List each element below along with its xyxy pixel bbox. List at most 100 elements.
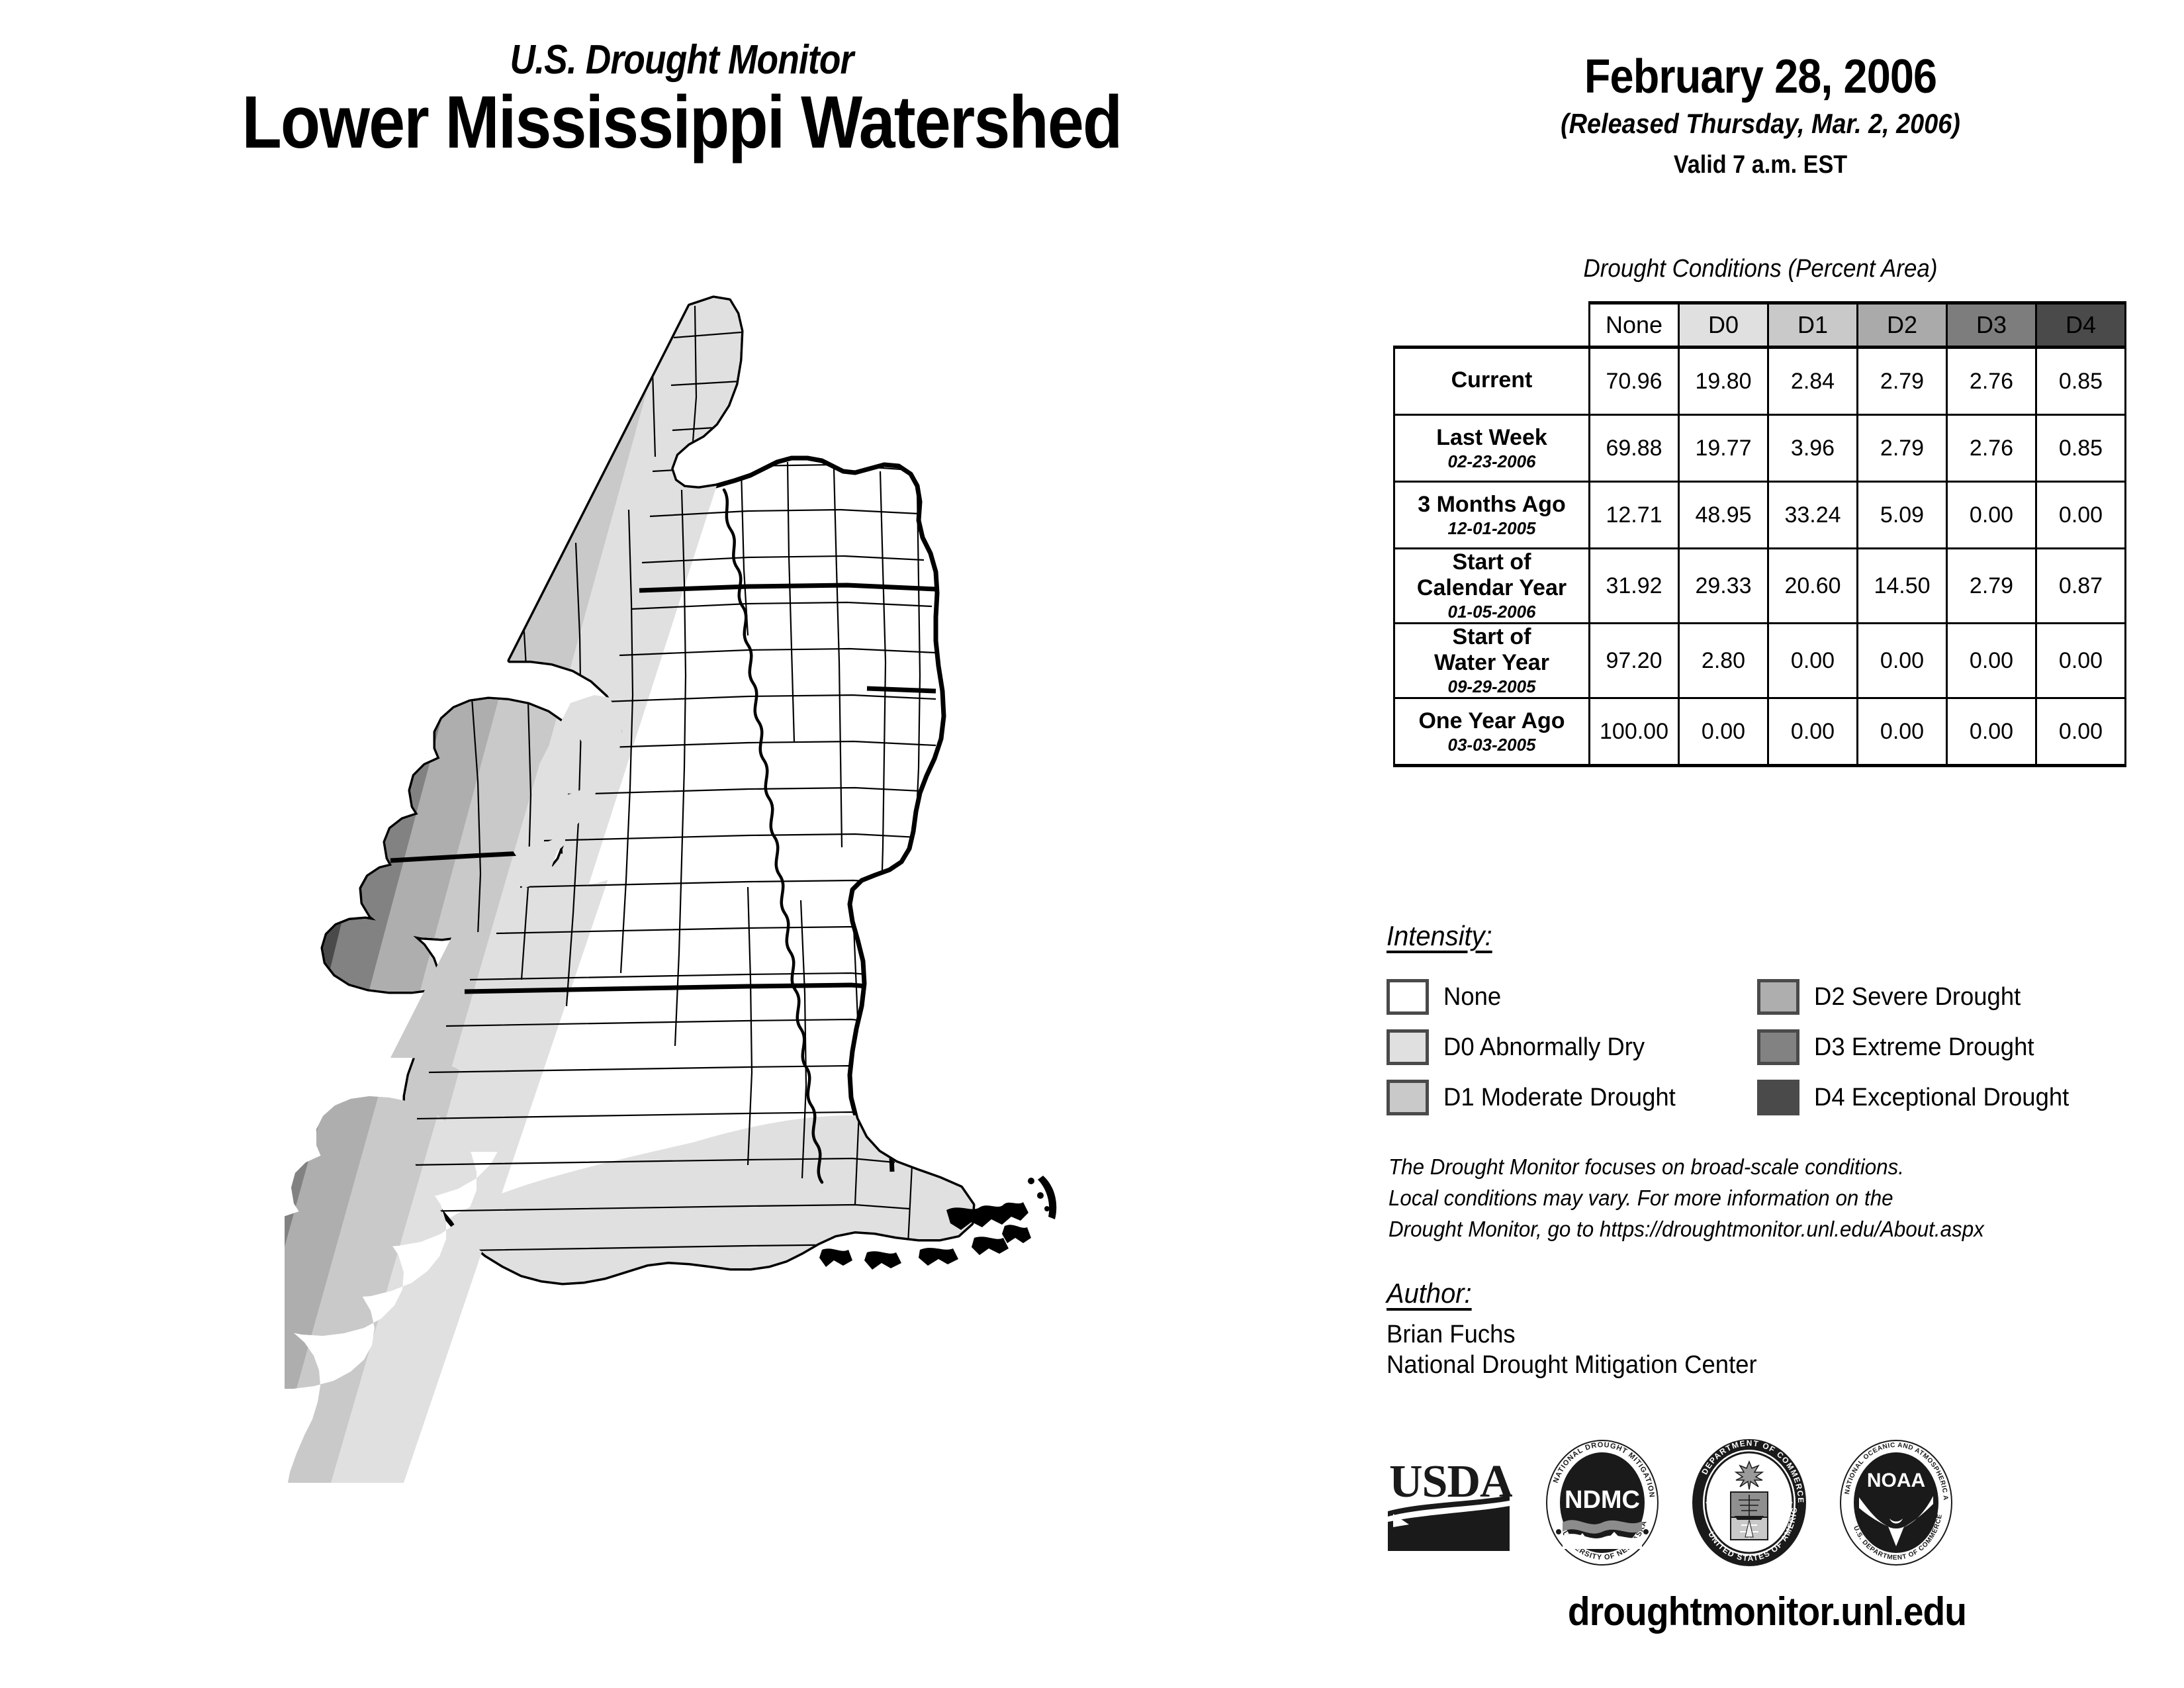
intensity-heading: Intensity: [1387, 920, 1492, 951]
cell-d0: 19.80 [1678, 346, 1769, 416]
row-label-date: 12-01-2005 [1447, 518, 1536, 538]
legend-label-d2: D2 Severe Drought [1814, 982, 2021, 1011]
doc-logo: DEPARTMENT OF COMMERCE UNITED STATES OF … [1692, 1439, 1806, 1566]
cell-none: 69.88 [1588, 414, 1680, 483]
cell-d0: 0.00 [1678, 697, 1769, 768]
cell-d2: 14.50 [1856, 547, 1948, 625]
released-date: (Released Thursday, Mar. 2, 2006) [1561, 108, 1960, 139]
cell-d0: 48.95 [1678, 481, 1769, 549]
row-label-name: Start of Water Year [1434, 624, 1549, 676]
cell-d2: 0.00 [1856, 622, 1948, 700]
table-row: Start of Calendar Year 01-05-2006 31.92 … [1393, 547, 2126, 625]
cell-d3: 2.76 [1946, 346, 2037, 416]
author-block: Brian Fuchs National Drought Mitigation … [1387, 1319, 1757, 1381]
table-row: 3 Months Ago 12-01-2005 12.71 48.95 33.2… [1393, 481, 2126, 549]
column-header-d4: D4 [2035, 301, 2126, 348]
program-name: U.S. Drought Monitor [510, 37, 854, 83]
gulf-coast-delta [819, 1176, 1057, 1270]
table-row: Current 70.96 19.80 2.84 2.79 2.76 0.85 [1393, 346, 2126, 416]
row-label-name: Start of Calendar Year [1416, 549, 1567, 601]
table-caption: Drought Conditions (Percent Area) [1583, 255, 1938, 283]
cell-d1: 2.84 [1767, 346, 1858, 416]
row-label-name: One Year Ago [1418, 708, 1565, 733]
legend-item-d0: D0 Abnormally Dry [1387, 1022, 1757, 1072]
cell-d3: 2.79 [1946, 547, 2037, 625]
row-label-3-months-ago: 3 Months Ago 12-01-2005 [1393, 481, 1590, 549]
cell-d0: 2.80 [1678, 622, 1769, 700]
county-boundaries [410, 305, 940, 1252]
cell-none: 100.00 [1588, 697, 1680, 768]
cell-none: 97.20 [1588, 622, 1680, 700]
row-label-date: 09-29-2005 [1447, 677, 1536, 697]
legend-item-none: None [1387, 972, 1757, 1022]
table-row: Last Week 02-23-2006 69.88 19.77 3.96 2.… [1393, 414, 2126, 483]
cell-d4: 0.00 [2035, 697, 2126, 768]
column-header-d3: D3 [1946, 301, 2037, 348]
cell-d1: 0.00 [1767, 622, 1858, 700]
row-label-name: Current [1451, 367, 1533, 393]
legend-swatch-d4-icon [1757, 1080, 1799, 1115]
date-block: February 28, 2006 (Released Thursday, Ma… [1377, 53, 2144, 177]
usda-logo: USDA [1388, 1456, 1512, 1551]
cell-d3: 2.76 [1946, 414, 2037, 483]
svg-text:NDMC: NDMC [1565, 1486, 1640, 1514]
cell-d4: 0.87 [2035, 547, 2126, 625]
row-label-start-of-calendar-year: Start of Calendar Year 01-05-2006 [1393, 547, 1590, 625]
cell-d3: 0.00 [1946, 622, 2037, 700]
cell-d3: 0.00 [1946, 697, 2037, 768]
legend-item-d2: D2 Severe Drought [1757, 972, 2128, 1022]
cell-d4: 0.00 [2035, 622, 2126, 700]
row-label-name: 3 Months Ago [1418, 491, 1566, 517]
cell-d1: 0.00 [1767, 697, 1858, 768]
cell-d2: 5.09 [1856, 481, 1948, 549]
legend-label-d4: D4 Exceptional Drought [1814, 1083, 2070, 1111]
valid-date: February 28, 2006 [1584, 50, 1937, 103]
legend-swatch-d2-icon [1757, 979, 1799, 1015]
row-label-last-week: Last Week 02-23-2006 [1393, 414, 1590, 483]
cell-d1: 3.96 [1767, 414, 1858, 483]
cell-d2: 2.79 [1856, 414, 1948, 483]
legend-swatch-d0-icon [1387, 1029, 1429, 1065]
row-label-date: 02-23-2006 [1447, 451, 1536, 471]
legend-label-d3: D3 Extreme Drought [1814, 1033, 2034, 1061]
author-name: Brian Fuchs [1387, 1321, 1516, 1348]
legend-label-d0: D0 Abnormally Dry [1443, 1033, 1645, 1061]
table-row: Start of Water Year 09-29-2005 97.20 2.8… [1393, 622, 2126, 700]
cell-d4: 0.00 [2035, 481, 2126, 549]
row-label-one-year-ago: One Year Ago 03-03-2005 [1393, 697, 1590, 768]
site-url: droughtmonitor.unl.edu [1567, 1589, 1967, 1634]
mississippi-river [722, 488, 824, 1184]
noaa-logo: NATIONAL OCEANIC AND ATMOSPHERIC ADMINIS… [1839, 1439, 1952, 1566]
table-header-row: None D0 D1 D2 D3 D4 [1394, 301, 2126, 348]
cell-d4: 0.85 [2035, 414, 2126, 483]
intensity-legend: None D2 Severe Drought D0 Abnormally Dry… [1387, 972, 2128, 1123]
map-svg [285, 295, 1057, 1483]
row-label-date: 03-03-2005 [1447, 734, 1536, 755]
cell-d3: 0.00 [1946, 481, 2037, 549]
cell-d0: 19.77 [1678, 414, 1769, 483]
cell-d2: 2.79 [1856, 346, 1948, 416]
legend-swatch-d3-icon [1757, 1029, 1799, 1065]
row-label-date: 01-05-2006 [1447, 602, 1536, 622]
column-header-none: None [1588, 301, 1680, 348]
cell-d0: 29.33 [1678, 547, 1769, 625]
cell-none: 12.71 [1588, 481, 1680, 549]
legend-swatch-d1-icon [1387, 1080, 1429, 1115]
disclaimer-line-3: Drought Monitor, go to https://droughtmo… [1388, 1216, 1984, 1241]
legend-item-d4: D4 Exceptional Drought [1757, 1072, 2128, 1123]
cell-none: 31.92 [1588, 547, 1680, 625]
author-heading: Author: [1387, 1278, 1472, 1309]
ndmc-logo: NATIONAL DROUGHT MITIGATION CENTER UNIVE… [1545, 1439, 1659, 1566]
column-header-d2: D2 [1856, 301, 1948, 348]
logo-row: USDA NATIONAL DROUGHT MITIGATION CENTER … [1387, 1439, 2128, 1566]
drought-map [285, 291, 1145, 1575]
legend-item-d1: D1 Moderate Drought [1387, 1072, 1757, 1123]
disclaimer-line-1: The Drought Monitor focuses on broad-sca… [1388, 1154, 1904, 1179]
row-label-current: Current [1393, 346, 1590, 416]
cell-d4: 0.85 [2035, 346, 2126, 416]
title-block: U.S. Drought Monitor Lower Mississippi W… [0, 40, 1363, 164]
cell-d1: 33.24 [1767, 481, 1858, 549]
disclaimer-text: The Drought Monitor focuses on broad-sca… [1388, 1152, 2130, 1245]
row-label-name: Last Week [1436, 424, 1547, 450]
legend-label-none: None [1443, 982, 1502, 1011]
